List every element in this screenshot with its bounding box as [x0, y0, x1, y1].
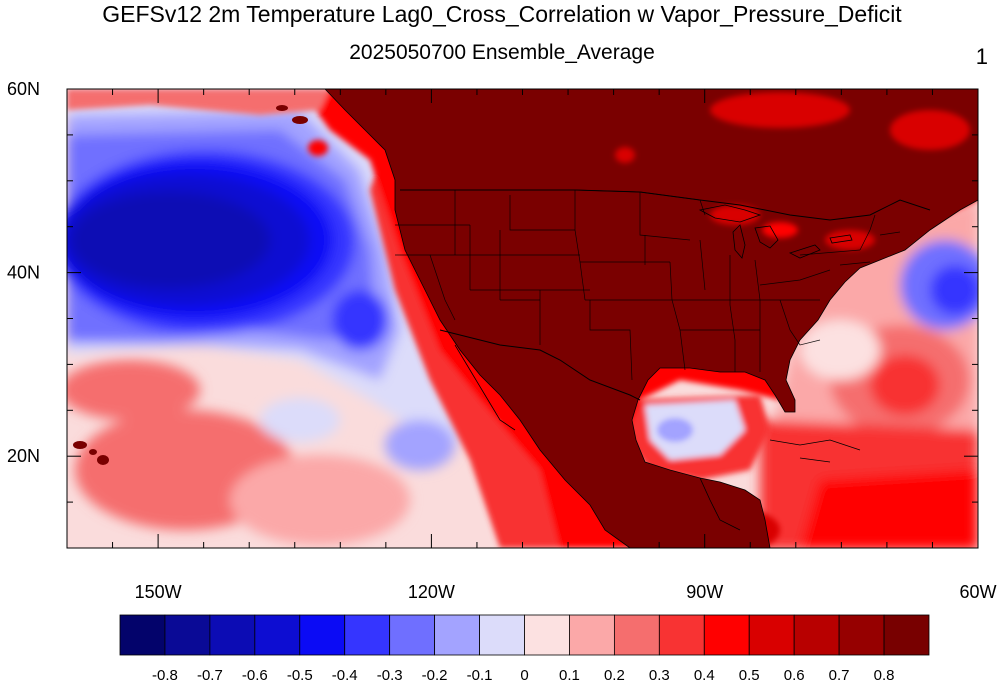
colorbar-swatch [883, 614, 930, 656]
colorbar-label: -0.1 [467, 667, 493, 682]
colorbar-label: 0.7 [829, 667, 850, 682]
colorbar-label: 0.2 [604, 667, 625, 682]
axis-tick-labels: 150W 120W 90W 60W 60N 40N 20N [7, 79, 997, 602]
lon-tick-label: 120W [408, 582, 455, 602]
colorbar-swatch [703, 614, 750, 656]
colorbar-label: -0.5 [287, 667, 313, 682]
colorbar-swatch [209, 614, 256, 656]
lat-tick-label: 60N [7, 79, 40, 99]
pacific-field [67, 90, 470, 545]
colorbar-label: 0.3 [649, 667, 670, 682]
colorbar-swatch [793, 614, 840, 656]
colorbar-label: 0.1 [559, 667, 580, 682]
coastlines [324, 89, 978, 548]
colorbar-swatch [569, 614, 615, 656]
north-america-landmass [325, 89, 978, 548]
colorbar-label: -0.8 [152, 667, 178, 682]
colorbar-swatch [613, 614, 660, 656]
plot-subtitle: 2025050700 Ensemble_Average [349, 41, 655, 64]
colorbar-label: 0.5 [739, 667, 760, 682]
colorbar [119, 614, 930, 656]
gulf-field [625, 395, 770, 480]
colorbar-swatch [658, 614, 705, 656]
islands [73, 105, 308, 465]
colorbar-swatch [254, 614, 301, 656]
interior-variation [615, 92, 970, 250]
colorbar-swatch [434, 614, 480, 656]
colorbar-label: 0.8 [874, 667, 895, 682]
colorbar-swatch [524, 614, 570, 656]
national-borders [400, 189, 931, 401]
colorbar-swatch [164, 614, 211, 656]
colorbar-label: -0.3 [377, 667, 403, 682]
colorbar-swatch [389, 614, 436, 656]
colorbar-swatch [748, 614, 795, 656]
colorbar-swatch [119, 614, 166, 656]
colorbar-label: 0 [520, 667, 528, 682]
colorbar-swatch [479, 614, 525, 656]
lat-tick-label: 40N [7, 263, 40, 283]
colorbar-swatch [299, 614, 346, 656]
colorbar-label: 0.4 [694, 667, 715, 682]
lon-tick-label: 150W [135, 582, 182, 602]
colorbar-swatch [838, 614, 885, 656]
great-lakes [698, 204, 853, 259]
colorbar-label: -0.6 [242, 667, 268, 682]
colorbar-swatch [344, 614, 391, 656]
corner-label: 1 [975, 44, 988, 69]
correlation-map [67, 89, 978, 548]
plot-title: GEFSv12 2m Temperature Lag0_Cross_Correl… [102, 1, 902, 27]
lon-tick-label: 60W [959, 582, 996, 602]
colorbar-label: -0.4 [332, 667, 358, 682]
colorbar-label: 0.6 [784, 667, 805, 682]
colorbar-label: -0.2 [422, 667, 448, 682]
lon-tick-label: 90W [686, 582, 723, 602]
colorbar-label: -0.7 [197, 667, 223, 682]
axis-ticks [66, 88, 979, 549]
colorbar-labels: -0.8 -0.7 -0.6 -0.5 -0.4 -0.3 -0.2 -0.1 0 0.1 0.2 0… [152, 667, 894, 682]
lat-tick-label: 20N [7, 446, 40, 466]
